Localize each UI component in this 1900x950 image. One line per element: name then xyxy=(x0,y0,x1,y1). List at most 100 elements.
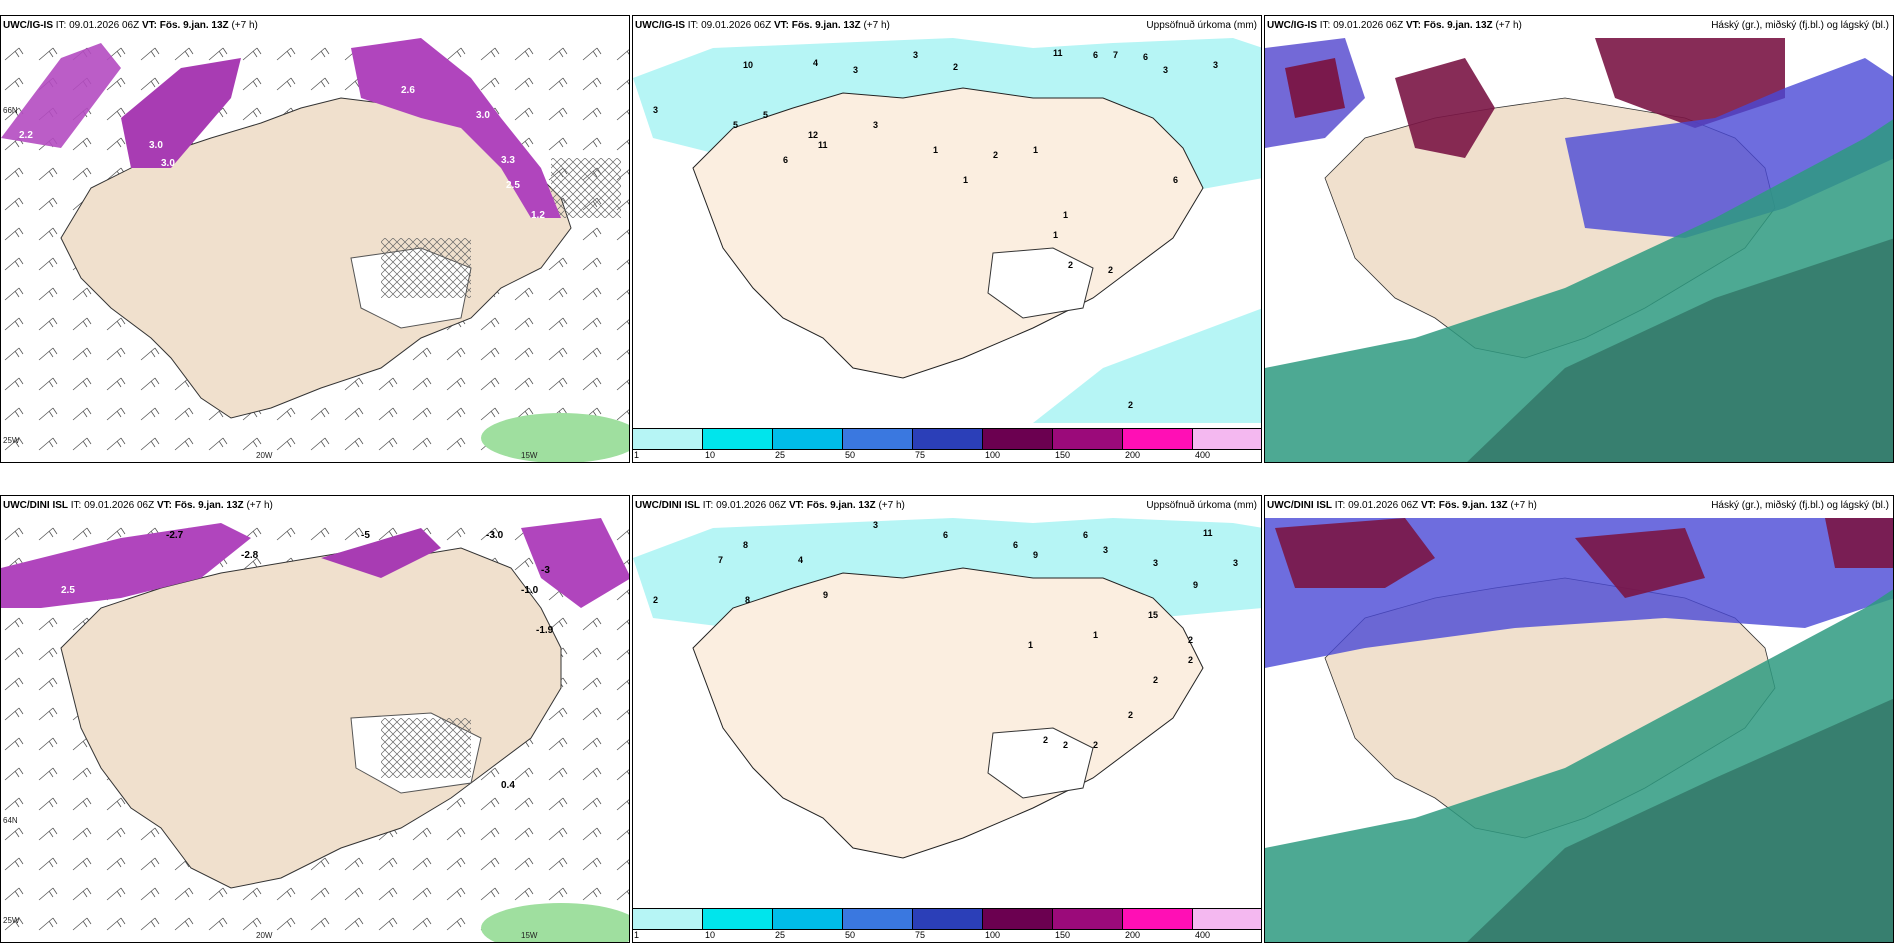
colorbar-swatch xyxy=(633,429,703,449)
colorbar-swatch xyxy=(1053,429,1123,449)
colorbar-tick: 150 xyxy=(1055,930,1071,940)
precip-label: 12 xyxy=(808,130,818,140)
colorbar-swatch xyxy=(773,429,843,449)
colorbar-tick: 200 xyxy=(1125,450,1141,460)
snow-value: 1.2 xyxy=(531,210,545,221)
precip-label: 11 xyxy=(1203,528,1213,538)
snow-value: -2.8 xyxy=(241,550,259,561)
snow-value: 2.6 xyxy=(401,85,415,96)
precip-label: 6 xyxy=(783,155,788,165)
precip-label: 1 xyxy=(1028,640,1033,650)
colorbar-swatch xyxy=(1193,909,1261,929)
colorbar-tick: 10 xyxy=(705,450,716,460)
precip-label: 3 xyxy=(913,50,918,60)
colorbar-tick: 400 xyxy=(1195,450,1211,460)
precip-colorbar xyxy=(633,428,1261,450)
precip-label: 6 xyxy=(1013,540,1018,550)
precip-label: 3 xyxy=(1163,65,1168,75)
panel-header: UWC/DINI ISL IT: 09.01.2026 06Z VT: Fös.… xyxy=(1267,500,1537,511)
colorbar-tick: 1 xyxy=(634,930,640,940)
colorbar-labels: 1 10 25 50 75 100 150 200 400 xyxy=(633,450,1261,462)
precip-label: 2 xyxy=(993,150,998,160)
cloud-map xyxy=(1265,518,1893,942)
snow-value: -1.9 xyxy=(536,625,554,636)
precip-label: 11 xyxy=(1053,48,1063,58)
precip-label: 9 xyxy=(1193,580,1198,590)
panel-snow-wind-dini: UWC/DINI ISL IT: 09.01.2026 06Z VT: Fös.… xyxy=(0,495,630,943)
precip-label: 2 xyxy=(1188,655,1193,665)
panel-header: UWC/IG-IS IT: 09.01.2026 06Z VT: Fös. 9.… xyxy=(635,20,890,31)
lon-label: 20W xyxy=(256,451,273,460)
colorbar-swatch xyxy=(1053,909,1123,929)
precip-label: 3 xyxy=(1233,558,1238,568)
precip-label: 3 xyxy=(873,120,878,130)
precip-label: 2 xyxy=(1128,710,1133,720)
colorbar-swatch xyxy=(983,429,1053,449)
colorbar-tick: 75 xyxy=(915,930,926,940)
colorbar-tick: 100 xyxy=(985,450,1001,460)
precip-label: 1 xyxy=(1093,630,1098,640)
colorbar-swatch xyxy=(703,909,773,929)
precip-label: 6 xyxy=(1143,52,1148,62)
panel-subtitle: Háský (gr.), miðský (fj.bl.) og lágský (… xyxy=(1711,500,1889,511)
colorbar-labels: 1 10 25 50 75 100 150 200 400 xyxy=(633,930,1261,942)
precip-label: 6 xyxy=(943,530,948,540)
cloud-map xyxy=(1265,38,1893,462)
snow-value: 3.0 xyxy=(476,110,490,121)
precip-label: 10 xyxy=(743,60,753,70)
snow-value: 3.0 xyxy=(161,158,175,169)
colorbar-swatch xyxy=(913,429,983,449)
precip-label: 4 xyxy=(798,555,803,565)
colorbar-tick: 50 xyxy=(845,930,856,940)
panel-header: UWC/IG-IS IT: 09.01.2026 06Z VT: Fös. 9.… xyxy=(1267,20,1522,31)
snow-value: 2.2 xyxy=(19,130,33,141)
colorbar-swatch xyxy=(633,909,703,929)
lon-label: 15W xyxy=(521,931,538,940)
snow-value: -2.7 xyxy=(166,530,184,541)
precip-label: 2 xyxy=(653,595,658,605)
precip-label: 3 xyxy=(1213,60,1218,70)
colorbar-tick: 400 xyxy=(1195,930,1211,940)
panel-header: UWC/DINI ISL IT: 09.01.2026 06Z VT: Fös.… xyxy=(635,500,905,511)
precip-label: 5 xyxy=(763,110,768,120)
precip-label: 1 xyxy=(1063,210,1068,220)
precip-label: 1 xyxy=(933,145,938,155)
colorbar-tick: 75 xyxy=(915,450,926,460)
precip-label: 6 xyxy=(1093,50,1098,60)
lon-label: 25W xyxy=(3,916,20,925)
precip-label: 3 xyxy=(1103,545,1108,555)
lat-label: 66N xyxy=(3,106,18,115)
precip-label: 6 xyxy=(1173,175,1178,185)
precip-label: 4 xyxy=(813,58,818,68)
colorbar-tick: 100 xyxy=(985,930,1001,940)
precip-label: 3 xyxy=(1153,558,1158,568)
wind-snow-map: 2.2 3.0 3.0 2.6 3.0 3.3 2.5 1.2 xyxy=(1,38,629,462)
precip-label: 11 xyxy=(818,140,828,150)
precip-label: 1 xyxy=(1033,145,1038,155)
precip-map: 10 4 3 3 2 11 6 7 6 3 3 3 5 5 12 11 3 6 … xyxy=(633,38,1261,423)
precip-label: 5 xyxy=(733,120,738,130)
precip-label: 2 xyxy=(953,62,958,72)
colorbar-tick: 200 xyxy=(1125,930,1141,940)
precip-label: 2 xyxy=(1188,635,1193,645)
panel-subtitle: Uppsöfnuð úrkoma (mm) xyxy=(1146,500,1257,511)
lon-label: 15W xyxy=(521,451,538,460)
snow-value: 3.3 xyxy=(501,155,515,166)
colorbar-swatch xyxy=(773,909,843,929)
precip-label: 8 xyxy=(743,540,748,550)
colorbar-swatch xyxy=(843,909,913,929)
colorbar-swatch xyxy=(1193,429,1261,449)
precip-label: 9 xyxy=(1033,550,1038,560)
precip-label: 3 xyxy=(873,520,878,530)
snow-value: -1.0 xyxy=(521,585,539,596)
snow-value: -3 xyxy=(541,565,550,576)
iceland-landmass xyxy=(60,547,562,889)
panel-clouds-dini: UWC/DINI ISL IT: 09.01.2026 06Z VT: Fös.… xyxy=(1264,495,1894,943)
colorbar-tick: 50 xyxy=(845,450,856,460)
snow-value: 3.0 xyxy=(149,140,163,151)
snow-value: 2.5 xyxy=(506,180,520,191)
precip-label: 3 xyxy=(853,65,858,75)
snow-value: -3.0 xyxy=(486,530,504,541)
precip-label: 2 xyxy=(1108,265,1113,275)
colorbar-tick: 25 xyxy=(775,930,786,940)
